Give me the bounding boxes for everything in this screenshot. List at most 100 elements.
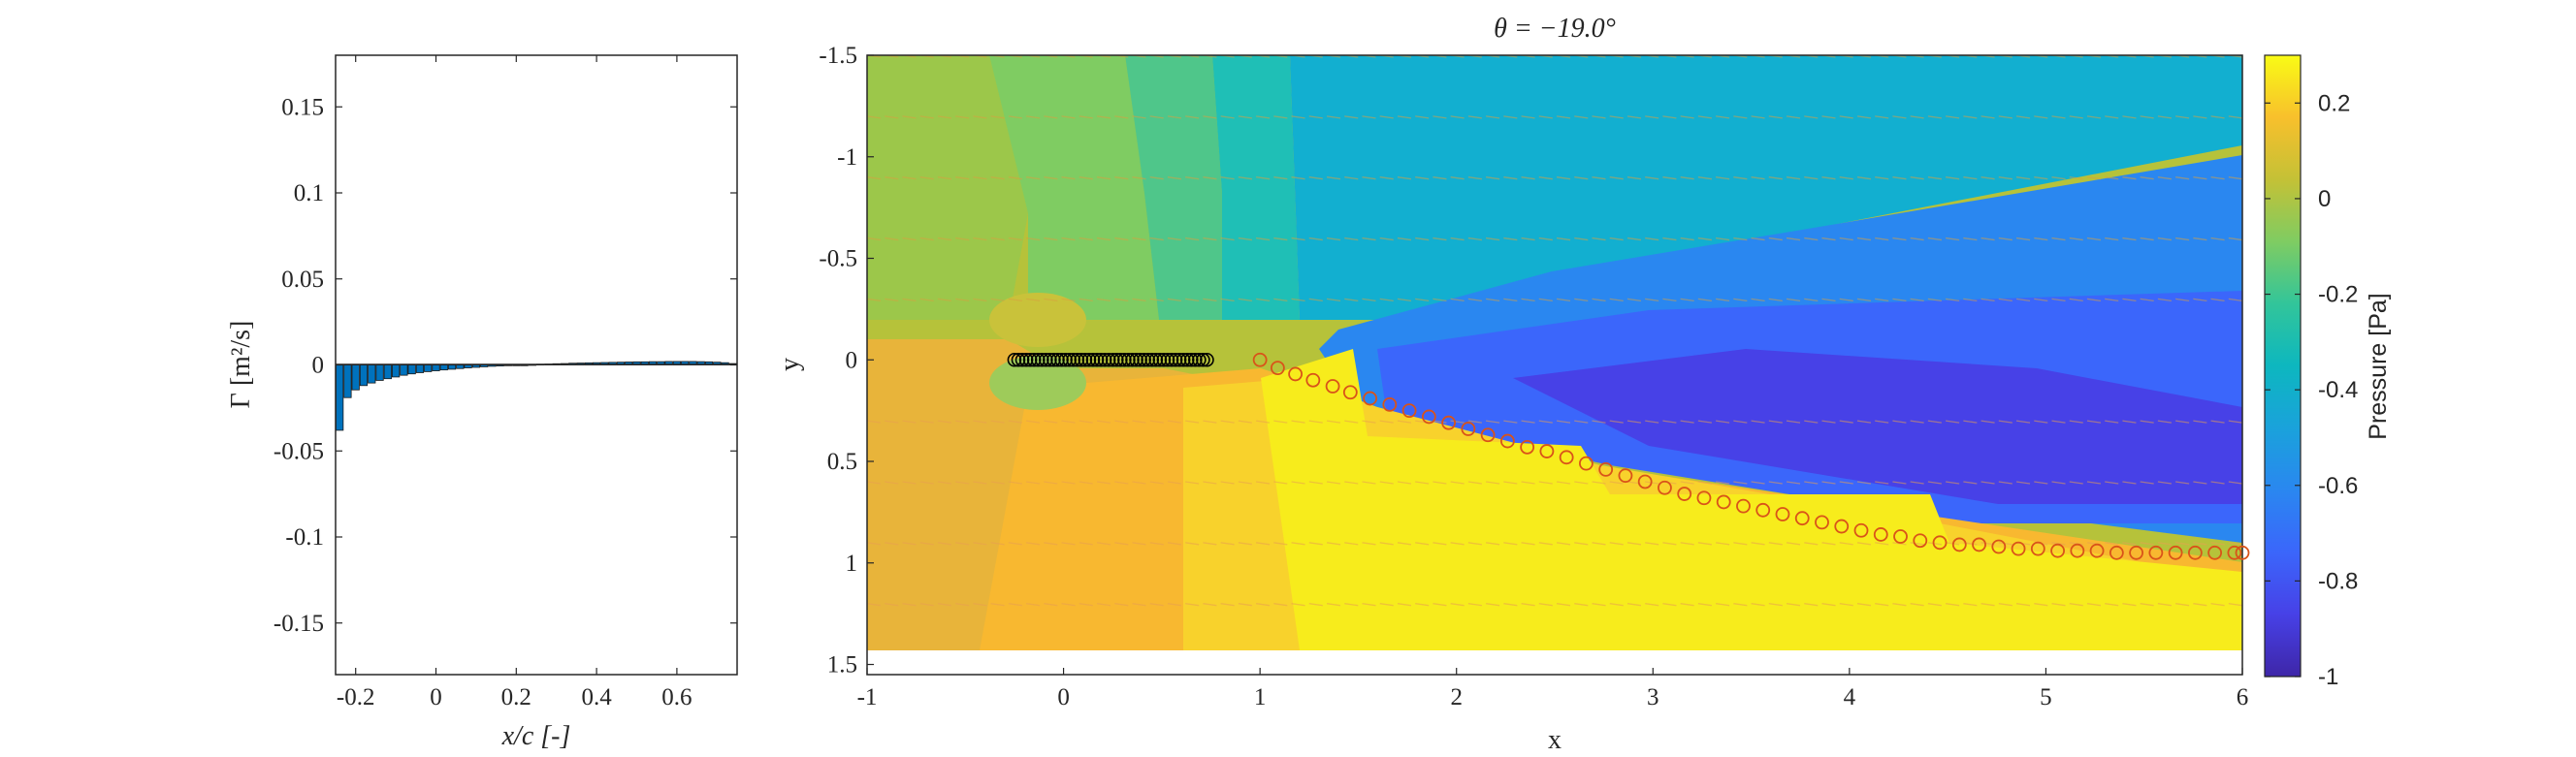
velocity-vector (2175, 115, 2190, 119)
colorbar-tick-label: 0.2 (2318, 90, 2350, 116)
velocity-vector (1132, 176, 1146, 180)
velocity-vector (1450, 481, 1465, 485)
wake-marker (2235, 545, 2250, 560)
velocity-vector (1626, 115, 1642, 119)
velocity-vector (1255, 237, 1271, 241)
velocity-vector (937, 603, 952, 607)
wake-marker (1480, 427, 1496, 443)
velocity-vector (1185, 481, 1200, 485)
plate-marker (1078, 352, 1093, 367)
wake-marker (2168, 545, 2183, 560)
plate-marker (1192, 352, 1207, 367)
velocity-vector (1273, 176, 1288, 180)
velocity-vector (2105, 603, 2119, 607)
velocity-vector (1856, 481, 1872, 485)
velocity-vector (1061, 420, 1076, 424)
velocity-vector (1839, 420, 1853, 424)
velocity-vector (1220, 542, 1235, 546)
velocity-vector (1733, 115, 1748, 119)
velocity-vector (1362, 665, 1375, 667)
velocity-vector (1875, 665, 1888, 667)
velocity-vector (1362, 481, 1376, 485)
velocity-vector (1998, 298, 2012, 302)
velocity-vector (1998, 420, 2012, 424)
velocity-vector (2086, 237, 2102, 241)
velocity-vector (2087, 665, 2101, 667)
velocity-vector (1592, 665, 1605, 667)
velocity-vector (1680, 176, 1694, 180)
circulation-bar (439, 364, 448, 371)
velocity-vector (1733, 603, 1748, 607)
velocity-vector (1662, 665, 1676, 667)
plate-marker (1141, 352, 1155, 367)
velocity-vector (1168, 665, 1181, 667)
velocity-vector (919, 420, 934, 424)
velocity-vector (1433, 176, 1447, 180)
velocity-vector (1008, 298, 1022, 302)
velocity-vector (973, 420, 987, 424)
velocity-vector (1433, 115, 1447, 119)
velocity-vector (2105, 481, 2119, 485)
wake-marker (1288, 366, 1304, 382)
velocity-vector (1362, 603, 1376, 607)
velocity-vector (1609, 481, 1624, 485)
velocity-vector (2015, 237, 2031, 241)
plate-marker (1054, 352, 1069, 367)
plate-marker (1022, 352, 1038, 367)
velocity-vector (2086, 115, 2102, 119)
velocity-vector (1733, 542, 1748, 546)
velocity-vector (919, 176, 934, 180)
velocity-vector (1662, 237, 1677, 241)
velocity-vector (1026, 665, 1040, 667)
velocity-vector (991, 665, 1005, 667)
velocity-vector (1114, 298, 1129, 302)
velocity-vector (2157, 603, 2172, 607)
colorbar-label: Pressure [Pa] (2365, 293, 2392, 439)
velocity-vector (1433, 237, 1447, 241)
wake-marker (2109, 545, 2124, 560)
velocity-vector (1716, 420, 1730, 424)
velocity-vector (1751, 603, 1765, 607)
wake-marker (2148, 545, 2164, 560)
velocity-vector (937, 481, 952, 485)
velocity-vector (1592, 542, 1606, 546)
velocity-vector (1397, 115, 1412, 119)
velocity-vector (1946, 237, 1960, 241)
right-x-tick-label: -1 (857, 684, 878, 710)
velocity-vector (1981, 665, 1995, 667)
velocity-vector (1149, 176, 1164, 180)
velocity-vector (902, 115, 917, 119)
wake-marker (1441, 415, 1457, 430)
wake-marker (2030, 541, 2045, 556)
velocity-vector (1344, 665, 1358, 667)
velocity-vector (1645, 542, 1659, 546)
velocity-vector (1839, 237, 1853, 241)
velocity-vector (1998, 176, 2012, 180)
velocity-vector (2157, 237, 2172, 241)
velocity-vector (1185, 420, 1200, 424)
velocity-vector (2122, 481, 2137, 485)
velocity-vector (1238, 420, 1252, 424)
velocity-vector (1079, 237, 1093, 241)
velocity-vector (1821, 115, 1836, 119)
field-region-upper-teal (1125, 55, 1222, 320)
velocity-vector (1946, 176, 1960, 180)
velocity-vector (1132, 481, 1146, 485)
velocity-vector (2034, 420, 2048, 424)
velocity-vector (1503, 237, 1518, 241)
velocity-vector (2015, 603, 2031, 607)
velocity-vector (1787, 665, 1800, 667)
velocity-vector (1149, 603, 1164, 607)
velocity-vector (1769, 665, 1783, 667)
velocity-vector (2157, 176, 2172, 180)
velocity-vector (1291, 481, 1305, 485)
velocity-vector (2140, 237, 2154, 241)
velocity-vector (1114, 665, 1128, 667)
velocity-vector (1308, 481, 1323, 485)
velocity-vector (1238, 542, 1252, 546)
velocity-vector (1273, 115, 1288, 119)
velocity-vector (1910, 420, 1924, 424)
velocity-vector (1557, 665, 1570, 667)
velocity-vector (1556, 542, 1571, 546)
velocity-vector (1556, 420, 1571, 424)
